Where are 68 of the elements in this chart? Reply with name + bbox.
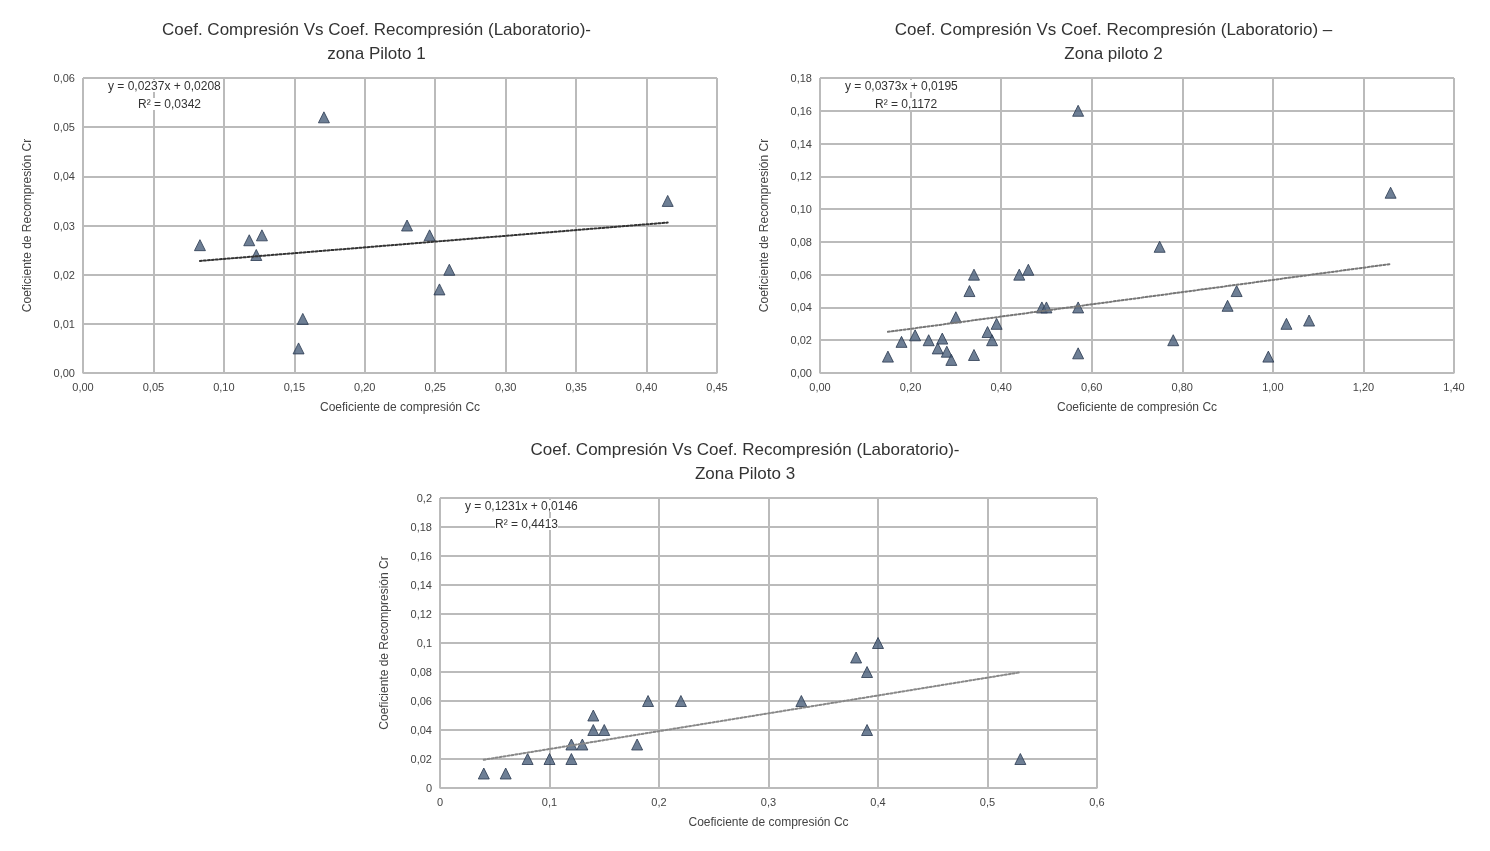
x-tick-label: 0,10: [213, 380, 235, 393]
y-tick-label: 0,00: [790, 367, 812, 379]
annotation: y = 0,0237x + 0,0208: [108, 79, 222, 93]
y-tick-label: 0,16: [790, 104, 812, 117]
y-tick-label: 0,04: [410, 724, 432, 736]
y-tick-label: 0,06: [53, 72, 75, 84]
x-tick-label: 0,45: [706, 380, 728, 393]
y-tick-label: 0,06: [790, 268, 812, 281]
y-tick-label: 0,06: [410, 695, 432, 707]
y-tick-label: 0,18: [410, 521, 432, 533]
annotation: y = 0,0373x + 0,0195: [845, 79, 959, 93]
chart-title: Coef. Compresión Vs Coef. Recompresión (Laboratorio)- Zona Piloto 3: [530, 439, 960, 483]
y-tick-label: 0,02: [410, 753, 432, 765]
annotation: y = 0,1231x + 0,0146: [465, 499, 579, 513]
y-tick-label: 0,14: [790, 137, 812, 150]
x-tick-label: 1,00: [1262, 380, 1284, 393]
x-tick-label: 1,20: [1352, 380, 1375, 393]
x-tick-label: 0,6: [1089, 795, 1105, 808]
x-tick-label: 0,40: [635, 380, 658, 393]
x-tick-label: 0,3: [760, 795, 777, 808]
y-tick-label: 0,14: [410, 579, 432, 591]
x-tick-label: 0,00: [809, 380, 831, 393]
y-tick-label: 0,1: [416, 637, 432, 649]
x-tick-label: 0: [436, 795, 444, 808]
chart-title: Coef. Compresión Vs Coef. Recompresión (Laboratorio)- zona Piloto 1: [162, 19, 591, 63]
x-tick-label: 0,60: [1081, 380, 1103, 393]
y-tick-label: 0,02: [790, 334, 812, 347]
x-tick-label: 0,2: [651, 795, 667, 808]
x-tick-label: 0,00: [72, 380, 94, 393]
x-tick-label: 0,4: [870, 795, 886, 808]
x-tick-label: 0,20: [899, 380, 922, 393]
y-tick-label: 0,12: [790, 170, 812, 183]
chart-title: Coef. Compresión Vs Coef. Recompresión (Laboratorio) – Zona piloto 2: [894, 19, 1333, 63]
y-tick-label: 0,08: [790, 235, 812, 248]
y-tick-label: 0,05: [53, 121, 75, 134]
y-tick-label: 0,18: [790, 72, 812, 84]
y-tick-label: 0,00: [53, 367, 75, 379]
x-tick-label: 0,35: [565, 380, 587, 393]
x-axis-title: Coeficiente de compresión Cc: [319, 400, 481, 414]
annotation: R² = 0,0342: [138, 97, 202, 111]
x-tick-label: 0,25: [424, 380, 446, 393]
x-tick-label: 0,1: [541, 795, 558, 808]
x-tick-label: 0,40: [990, 380, 1012, 393]
y-axis-title: Coeficiente de Recompresión Cr: [20, 138, 34, 313]
y-tick-label: 0,2: [416, 492, 432, 504]
y-tick-label: 0: [425, 782, 432, 794]
y-tick-label: 0,16: [410, 550, 432, 562]
annotation: R² = 0,1172: [875, 97, 938, 111]
x-axis-title: Coeficiente de compresión Cc: [688, 815, 849, 829]
x-tick-label: 0,5: [979, 795, 996, 808]
y-tick-label: 0,08: [410, 666, 432, 678]
y-axis-title: Coeficiente de Recompresión Cr: [757, 138, 771, 313]
x-axis-title: Coeficiente de compresión Cc: [1056, 400, 1218, 414]
y-tick-label: 0,04: [790, 301, 812, 314]
x-tick-label: 0,20: [354, 380, 376, 393]
y-tick-label: 0,10: [790, 203, 812, 216]
y-tick-label: 0,02: [53, 268, 75, 281]
y-tick-label: 0,01: [53, 317, 75, 330]
x-tick-label: 0,05: [142, 380, 165, 393]
y-tick-label: 0,03: [53, 219, 75, 232]
y-axis-title: Coeficiente de Recompresión Cr: [377, 556, 391, 730]
annotation: R² = 0,4413: [495, 517, 559, 531]
x-tick-label: 1,40: [1443, 380, 1465, 393]
x-tick-label: 0,30: [494, 380, 517, 393]
y-tick-label: 0,04: [53, 170, 75, 183]
x-tick-label: 0,15: [283, 380, 306, 393]
y-tick-label: 0,12: [410, 608, 432, 620]
x-tick-label: 0,80: [1171, 380, 1193, 393]
